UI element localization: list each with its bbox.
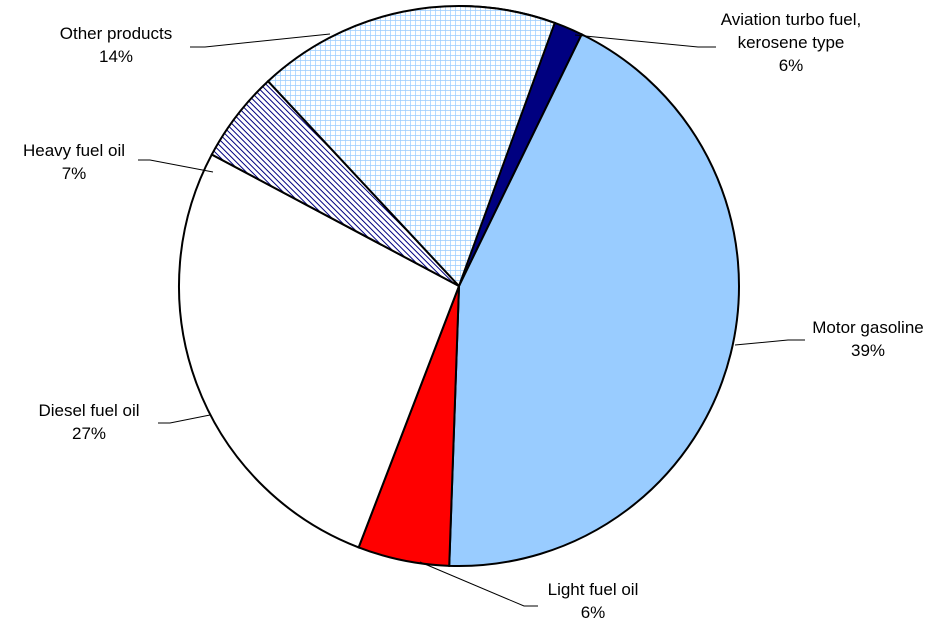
slice-pct-label-6: 14% [99, 47, 133, 66]
slice-pct-label-4: 27% [72, 424, 106, 443]
slice-name-label-1: kerosene type [738, 33, 845, 52]
leader-line-2 [734, 339, 805, 346]
leader-line-1 [574, 34, 716, 48]
leader-line-3 [419, 561, 538, 607]
leader-line-4 [158, 414, 211, 424]
slice-name-label-1: Aviation turbo fuel, [721, 10, 862, 29]
leader-line-5 [138, 159, 214, 173]
slice-pct-label-2: 39% [851, 341, 885, 360]
pie-slices [178, 4, 740, 567]
leader-lines [138, 33, 805, 607]
slice-pct-label-3: 6% [581, 603, 606, 622]
pie-slice-6 [266, 5, 557, 288]
slice-name-label-2: Motor gasoline [812, 318, 924, 337]
pie-slice-2 [448, 33, 740, 567]
slice-name-label-4: Diesel fuel oil [38, 401, 139, 420]
slice-labels: Aviation turbo fuel, kerosene type 6% Motor… [23, 10, 924, 622]
pie-slice-4 [178, 153, 461, 549]
slice-name-label-5: Heavy fuel oil [23, 141, 125, 160]
slice-pct-label-5: 7% [62, 164, 87, 183]
slice-name-label-3: Light fuel oil [548, 580, 639, 599]
slice-name-label-6: Other products [60, 24, 172, 43]
slice-pct-label-1: 6% [779, 56, 804, 75]
leader-line-6 [190, 33, 331, 48]
